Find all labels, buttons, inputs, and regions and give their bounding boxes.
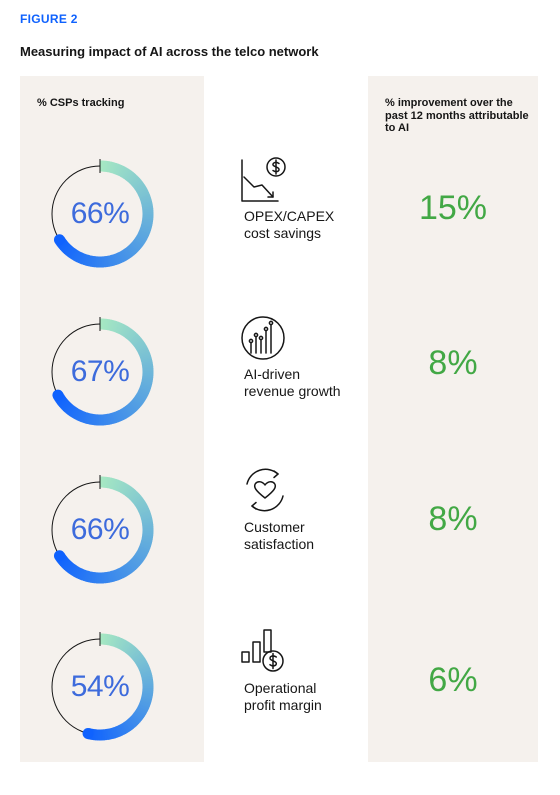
csps-tracking-value: 66% <box>70 197 130 230</box>
progress-arc <box>53 160 154 268</box>
profit-margin-icon <box>241 629 284 672</box>
donut-ring: 66% <box>41 155 159 273</box>
csps-tracking-header: % CSPs tracking <box>37 97 125 109</box>
improvement-value: 15% <box>418 189 488 227</box>
cost-savings-icon <box>241 157 286 202</box>
progress-arc <box>53 476 154 584</box>
metric-label: Customer satisfaction <box>244 519 315 552</box>
donut-ring: 67% <box>41 313 159 431</box>
metric-label: AI-driven revenue growth <box>244 366 341 399</box>
metric-label: OPEX/CAPEX cost savings <box>244 208 335 241</box>
improvement-value: 8% <box>428 500 478 538</box>
figure-label: FIGURE 2 <box>20 12 78 26</box>
improvement-panel <box>368 76 538 762</box>
progress-arc <box>82 633 154 741</box>
customer-satisfaction-icon <box>246 468 284 512</box>
revenue-growth-icon <box>241 316 285 360</box>
improvement-value: 8% <box>428 344 478 382</box>
csps-tracking-value: 54% <box>70 670 130 703</box>
csps-tracking-value: 66% <box>70 513 130 546</box>
donut-ring: 54% <box>41 628 159 746</box>
csps-tracking-value: 67% <box>70 355 130 388</box>
progress-arc <box>52 318 154 426</box>
improvement-value: 6% <box>428 661 478 699</box>
metric-label: Operational profit margin <box>244 680 322 713</box>
improvement-header: % improvement over the past 12 months at… <box>385 97 529 134</box>
figure-title: Measuring impact of AI across the telco … <box>20 44 319 59</box>
donut-ring: 66% <box>41 471 159 589</box>
